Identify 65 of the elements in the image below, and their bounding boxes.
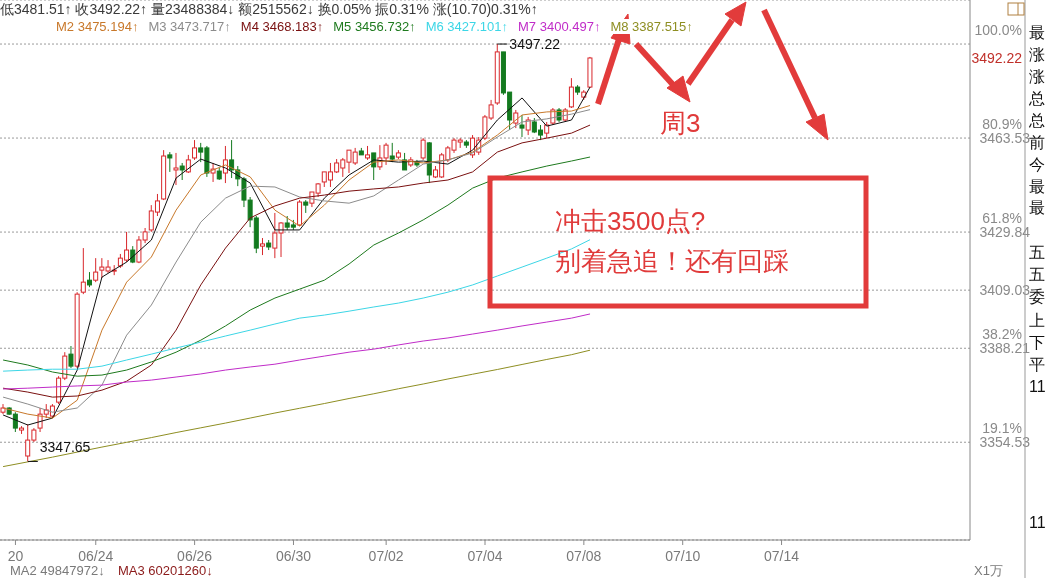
annotation: 3347.65: [39, 439, 91, 456]
candlestick: [93, 257, 99, 283]
x-tick-label: 06/30: [275, 548, 312, 564]
text: M4 3468.183↑: [240, 19, 324, 34]
x-tick-label: 07/10: [665, 548, 701, 564]
candlestick: [568, 77, 574, 109]
x-tick-label: 06/26: [177, 548, 213, 564]
text: 3492.22: [971, 49, 1023, 66]
x-tick-label: 06/24: [78, 548, 114, 564]
candlestick: [519, 114, 525, 138]
text: 五: [1029, 266, 1045, 283]
annotation: 别着急追！还有回踩: [555, 246, 789, 276]
text: 涨: [1029, 46, 1045, 63]
x-tick-label: 07/02: [368, 548, 404, 564]
text: 总: [1028, 90, 1045, 107]
line-series: [2, 313, 591, 390]
annotation: 低3481.51↑ 收3492.22↑ 量23488384↓ 额2515562↓ 换0.05% 振0.31% 涨(10.70)0.31%↑: [0, 1, 538, 17]
text: 最: [1029, 199, 1045, 216]
text: M7 3400.497↑: [518, 19, 601, 34]
y-tick-label: 3463.53: [979, 129, 1031, 146]
text: X1万: [974, 563, 1003, 578]
y2-tick-label: 38.2%: [982, 326, 1022, 343]
text: 涨: [1029, 68, 1045, 85]
y2-tick-label: 61.8%: [982, 209, 1022, 226]
x-tick-label: 07/08: [566, 548, 602, 564]
text: 最: [1029, 24, 1045, 41]
text: 上: [1029, 312, 1045, 329]
text: M5 3456.732↑: [333, 19, 416, 34]
y2-tick-label: 100.0%: [974, 21, 1022, 38]
annotation: 周3: [660, 108, 701, 138]
x-tick-label: 07/14: [764, 548, 800, 564]
y-tick-label: 3354.53: [979, 434, 1031, 451]
text: M3 3473.717↑: [148, 19, 231, 34]
text: 今: [1029, 156, 1045, 173]
candlestick: [167, 151, 173, 173]
line-series: [2, 349, 591, 468]
annotation: 冲击3500点?: [555, 206, 706, 236]
y-tick-label: 3429.84: [979, 223, 1031, 240]
text: 最: [1029, 178, 1045, 195]
candlestick: [525, 116, 531, 136]
candlestick: [297, 199, 303, 227]
annotation: 3497.22: [509, 35, 561, 52]
text: 下: [1029, 334, 1045, 351]
text: M2 3475.194↑: [56, 19, 139, 34]
text: 委: [1029, 288, 1045, 305]
text: 11: [1029, 378, 1046, 395]
candlestick: [173, 152, 179, 186]
text: MA3 60201260↓: [118, 563, 213, 578]
candlestick: [68, 345, 74, 369]
y2-tick-label: 80.9%: [982, 115, 1022, 132]
text: MA2 49847972↓: [10, 563, 105, 578]
text: 五: [1029, 244, 1045, 261]
x-tick-label: 07/04: [467, 548, 503, 564]
candlestick: [80, 247, 86, 295]
text: 总: [1028, 112, 1045, 129]
text: M8 3387.515↑: [610, 19, 693, 34]
x-tick-label: 20: [7, 548, 24, 564]
text: M6 3427.101↑: [425, 19, 509, 34]
candlestick: [420, 137, 426, 161]
text: 11: [1029, 514, 1046, 531]
text: 平: [1029, 356, 1045, 373]
y-tick-label: 3388.21: [979, 340, 1031, 357]
text: 前: [1029, 134, 1045, 151]
y2-tick-label: 19.1%: [982, 420, 1022, 437]
candlestick: [192, 139, 198, 161]
